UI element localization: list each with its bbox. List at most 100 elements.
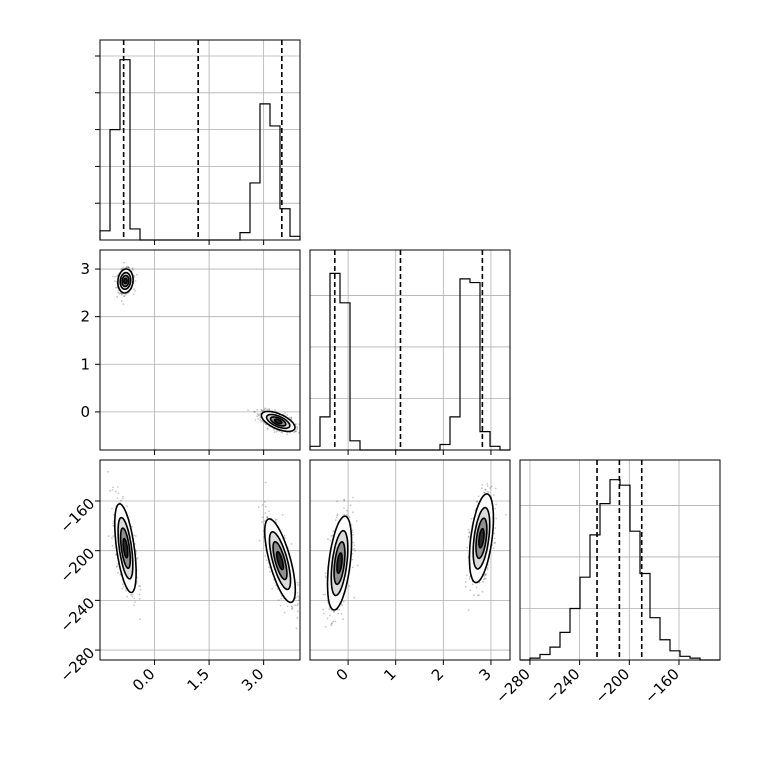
sample-point [139, 618, 141, 621]
tick-label-x-p2: −280 [492, 665, 534, 707]
tick-label-y-p2: −240 [57, 594, 99, 636]
sample-point [290, 608, 293, 610]
sample-point [116, 571, 119, 574]
sample-point [486, 490, 489, 493]
contour-level-3 [273, 418, 283, 425]
sample-point [481, 487, 483, 489]
sample-point [484, 488, 487, 491]
sample-point [112, 513, 115, 516]
sample-point [324, 575, 327, 577]
sample-point [117, 492, 120, 495]
sample-point [467, 609, 470, 611]
contour-level-3 [336, 552, 343, 575]
sample-point [281, 513, 284, 516]
sample-point [111, 489, 114, 491]
sample-point [323, 612, 325, 615]
scatter-frame-2 [309, 459, 511, 661]
sample-point [343, 498, 346, 501]
sample-point [336, 514, 339, 517]
sample-point [138, 598, 141, 600]
sample-point [126, 505, 128, 508]
sample-point [137, 585, 140, 587]
sample-point [264, 407, 267, 410]
scatter-panel-0 [100, 250, 300, 450]
sample-point [493, 494, 495, 496]
sample-point [346, 509, 348, 512]
sample-point [264, 481, 267, 484]
sample-point [107, 535, 110, 538]
sample-point [351, 558, 354, 561]
sample-point [261, 410, 263, 412]
tick-label-y-p1: 1 [80, 355, 90, 373]
sample-point [122, 303, 125, 305]
sample-point [484, 577, 487, 580]
sample-point [348, 585, 351, 588]
sample-point [260, 409, 263, 411]
sample-point [115, 566, 118, 568]
sample-point [297, 595, 299, 598]
sample-point [352, 534, 354, 536]
sample-point [133, 604, 135, 607]
sample-point [127, 266, 130, 269]
sample-point [275, 518, 278, 521]
sample-point [288, 416, 291, 419]
sample-point [126, 595, 128, 598]
sample-point [262, 420, 264, 423]
sample-point [136, 557, 139, 559]
sample-point [505, 513, 507, 516]
sample-point [131, 596, 134, 598]
sample-point [494, 487, 497, 490]
sample-point [263, 408, 266, 411]
sample-point [133, 597, 136, 600]
tick-label-x-p1: 0 [333, 665, 352, 684]
sample-point [326, 617, 329, 620]
sample-point [139, 588, 142, 591]
sample-point [478, 581, 481, 584]
sample-point [338, 608, 341, 611]
sample-point [332, 620, 334, 623]
sample-point [281, 431, 284, 434]
sample-point [295, 627, 298, 630]
sample-point [120, 293, 123, 296]
contour-level-3 [123, 277, 128, 285]
sample-point [123, 261, 125, 264]
sample-point [296, 427, 299, 429]
sample-point [353, 544, 356, 547]
sample-point [471, 583, 474, 586]
sample-point [330, 623, 333, 625]
sample-point [352, 511, 354, 514]
sample-point [336, 513, 339, 516]
sample-point [125, 266, 128, 268]
histogram-step-0 [99, 59, 301, 241]
tick-label-x-p1: 1 [380, 665, 399, 684]
sample-point [493, 537, 496, 540]
sample-point [483, 578, 485, 581]
histogram-step-1 [309, 272, 510, 451]
sample-point [481, 590, 484, 593]
sample-point [333, 611, 335, 613]
sample-point [122, 585, 125, 588]
sample-point [117, 289, 120, 292]
scatter-points-2 [322, 483, 507, 628]
sample-point [484, 488, 487, 491]
sample-point [324, 593, 327, 596]
sample-point [134, 601, 136, 603]
sample-point [495, 503, 497, 506]
sample-point [121, 583, 124, 586]
sample-point [275, 430, 278, 433]
sample-point [261, 409, 263, 412]
sample-point [478, 594, 480, 596]
tick-label-y-p1: 0 [80, 403, 90, 421]
histogram-frame-2 [519, 459, 721, 661]
sample-point [247, 409, 250, 411]
sample-point [486, 568, 489, 571]
sample-point [484, 573, 486, 576]
sample-point [483, 575, 486, 577]
sample-point [324, 625, 327, 628]
sample-point [487, 491, 490, 493]
scatter-panel-1 [100, 460, 300, 660]
sample-point [331, 534, 334, 537]
sample-point [296, 425, 298, 428]
sample-point [489, 487, 491, 489]
sample-point [296, 592, 299, 594]
